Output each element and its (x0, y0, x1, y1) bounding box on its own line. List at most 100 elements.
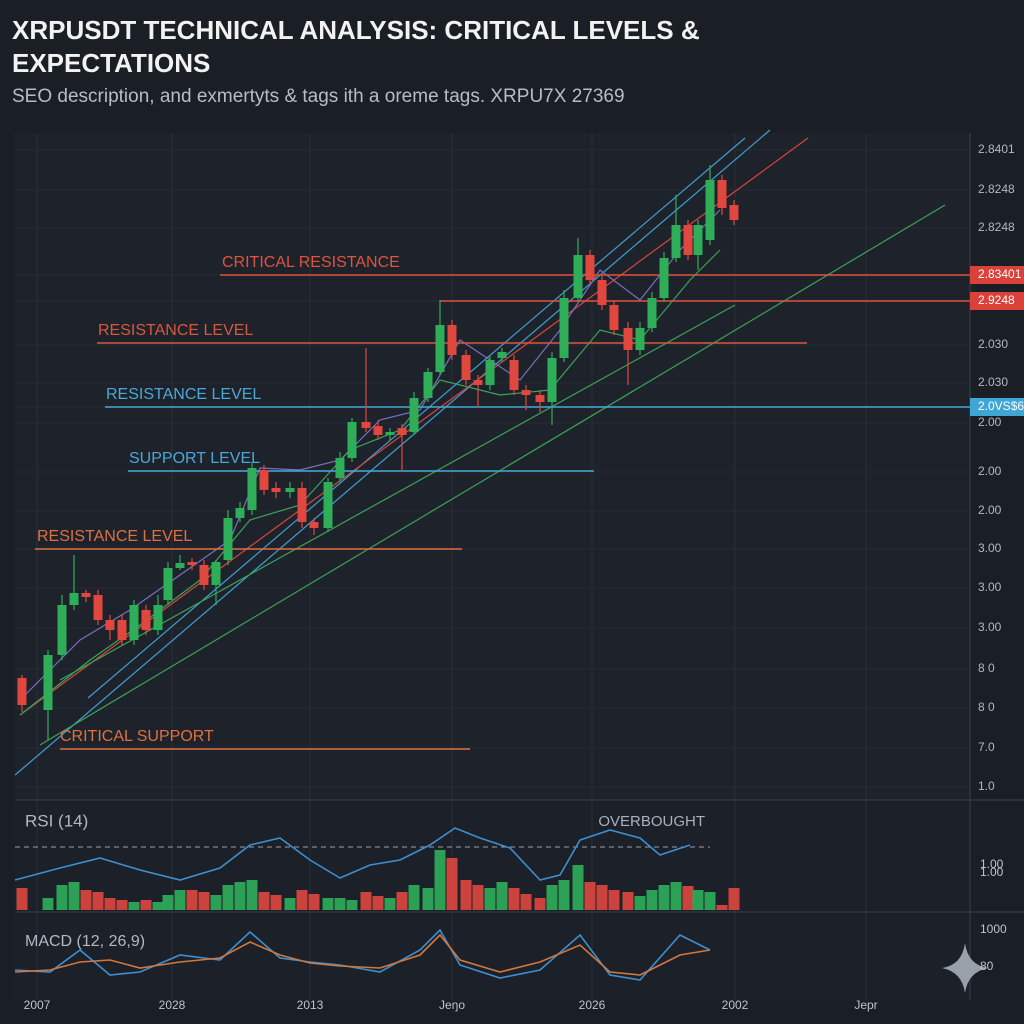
y-tick-label: 2.8401 (978, 142, 1015, 156)
y-tick-label: 2.030 (978, 337, 1008, 351)
candle-body (271, 488, 281, 492)
volume-bar (584, 882, 596, 910)
candle-body (361, 422, 371, 428)
candle-body (57, 605, 67, 655)
candle-body (17, 678, 27, 705)
volume-bar (296, 890, 308, 910)
volume-bar (372, 896, 384, 910)
x-tick-label: 2028 (159, 998, 186, 1012)
volume-bar (408, 885, 420, 910)
y-tick-label: 1.00 (980, 857, 1004, 871)
candle-body (175, 563, 185, 568)
candle-body (447, 325, 457, 355)
candle-body (659, 258, 669, 298)
candle-body (199, 565, 209, 585)
volume-bar (508, 888, 520, 910)
chart-subtitle: SEO description, and exmertyts & tags it… (12, 86, 625, 107)
volume-bar (140, 900, 152, 910)
candle-body (211, 562, 221, 585)
y-tick-label: 8 0 (978, 700, 995, 714)
y-tick-label: 2.83401 (978, 267, 1022, 281)
x-tick-label: 2007 (24, 998, 51, 1012)
candle-body (635, 328, 645, 350)
y-tick-label: 1.00 (980, 865, 1004, 879)
candle-body (597, 280, 607, 305)
indicator-line (14, 928, 711, 981)
volume-bar (546, 885, 558, 910)
candle-body (729, 205, 739, 220)
y-tick-label: 3.00 (978, 580, 1002, 594)
volume-bar (622, 892, 634, 910)
y-tick-label: 8 0 (978, 661, 995, 675)
candle-body (129, 605, 139, 640)
reference-label: OVERBOUGHT (598, 813, 705, 830)
candle-body (247, 468, 257, 510)
candle-body (623, 328, 633, 350)
y-tick-label: 1.0 (978, 779, 995, 793)
volume-bar (496, 882, 508, 910)
volume-bar (384, 898, 396, 910)
volume-bar (284, 898, 296, 910)
y-tick-label: 3.00 (978, 541, 1002, 555)
volume-bar (68, 882, 80, 910)
y-tick-label: 2.00 (978, 415, 1002, 429)
candle-body (435, 325, 445, 372)
volume-bar (396, 892, 408, 910)
volume-bar (646, 890, 658, 910)
candle-body (717, 180, 727, 208)
volume-bar (56, 885, 68, 910)
candle-body (573, 255, 583, 298)
y-tick-label: 2.00 (978, 464, 1002, 478)
volume-bar (346, 900, 358, 910)
candle-body (163, 568, 173, 600)
volume-bar (472, 885, 484, 910)
watermark-icon (942, 943, 988, 993)
candle-body (485, 360, 495, 385)
volume-bar (116, 900, 128, 910)
candle-body (609, 305, 619, 330)
level-label: CRITICAL SUPPORT (60, 728, 214, 745)
panel-title: RSI (14) (25, 811, 88, 830)
candle-body (285, 488, 295, 492)
candle-body (309, 522, 319, 528)
y-tick-label: 1000 (980, 922, 1007, 936)
x-tick-label: Jeŋo (439, 998, 465, 1012)
candle-body (683, 225, 693, 255)
volume-bar (534, 898, 546, 910)
y-tick-label: 7.0 (978, 740, 995, 754)
volume-bar (198, 892, 210, 910)
indicator-line (14, 933, 711, 976)
y-tick-label: 2.8248 (978, 182, 1015, 196)
price-badge (970, 266, 1024, 284)
candle-body (81, 593, 91, 597)
candle-body (141, 610, 151, 630)
y-tick-label: 2.8248 (978, 220, 1015, 234)
level-label: RESISTANCE LEVEL (37, 528, 192, 545)
candle-body (223, 518, 233, 560)
x-tick-label: 2013 (297, 998, 324, 1012)
candle-body (347, 422, 357, 458)
volume-bar (728, 888, 740, 910)
level-label: CRITICAL RESISTANCE (222, 254, 400, 271)
x-tick-label: Jepr (854, 998, 877, 1012)
moving-average (19, 209, 721, 701)
candle-body (671, 225, 681, 258)
candle-body (473, 380, 483, 385)
panel-title: MACD (12, 26,9) (25, 933, 145, 950)
level-label: RESISTANCE LEVEL (98, 322, 253, 339)
volume-bar (270, 895, 282, 910)
level-label: SUPPORT LEVEL (129, 450, 260, 467)
candle-body (585, 255, 595, 280)
volume-bar (42, 898, 54, 910)
volume-bar (704, 892, 716, 910)
volume-bar (258, 892, 270, 910)
volume-bar (308, 894, 320, 910)
volume-bar (152, 902, 164, 910)
candle-body (521, 390, 531, 395)
candle-body (259, 470, 269, 490)
candle-body (153, 605, 163, 630)
volume-bar (670, 882, 682, 910)
volume-bar (658, 885, 670, 910)
volume-bar (692, 890, 704, 910)
candle-body (497, 352, 507, 358)
